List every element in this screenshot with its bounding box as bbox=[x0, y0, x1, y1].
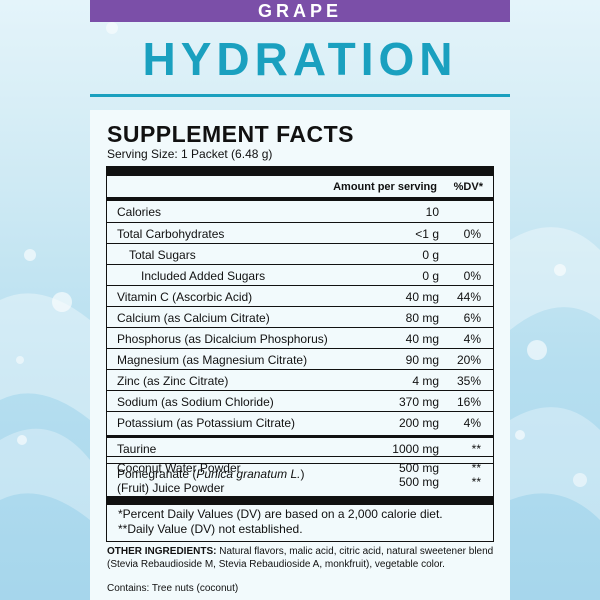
nutrient-dv: 4% bbox=[463, 416, 481, 430]
nutrient-amount: 1000 mg bbox=[392, 442, 439, 456]
nutrient-amount: 370 mg bbox=[398, 395, 439, 409]
nutrient-name: Calcium (as Calcium Citrate) bbox=[117, 311, 270, 325]
pomegranate-dv: ** bbox=[471, 475, 481, 489]
nutrient-name: Included Added Sugars bbox=[141, 269, 266, 283]
nutrient-name: Taurine bbox=[117, 442, 157, 456]
nutrient-dv: 44% bbox=[456, 290, 481, 304]
nutrient-amount: 4 mg bbox=[412, 374, 439, 388]
nutrient-dv: 0% bbox=[463, 269, 481, 283]
title-divider bbox=[90, 94, 510, 97]
pomegranate-line2: (Fruit) Juice Powder bbox=[117, 481, 225, 495]
table-row: Calcium (as Calcium Citrate) 80 mg 6% bbox=[107, 306, 493, 327]
pomegranate-amount: 500 mg bbox=[398, 475, 439, 489]
nutrient-amount: <1 g bbox=[415, 227, 439, 241]
table-row: Taurine 1000 mg ** bbox=[107, 435, 493, 456]
table-row: Vitamin C (Ascorbic Acid) 40 mg 44% bbox=[107, 285, 493, 306]
nutrient-amount: 0 g bbox=[422, 269, 439, 283]
nutrient-dv: 16% bbox=[456, 395, 481, 409]
nutrient-dv: 4% bbox=[463, 332, 481, 346]
other-ingredients: OTHER INGREDIENTS: Natural flavors, mali… bbox=[107, 545, 502, 571]
pomegranate-suffix: ) bbox=[300, 467, 305, 481]
product-title: HYDRATION bbox=[142, 33, 458, 85]
table-row-pomegranate: Pomegranate (Punica granatum L.) (Fruit)… bbox=[107, 463, 493, 499]
table-row: Phosphorus (as Dicalcium Phosphorus) 40 m… bbox=[107, 327, 493, 348]
pomegranate-prefix: Pomegranate ( bbox=[117, 467, 197, 481]
nutrient-name: Magnesium (as Magnesium Citrate) bbox=[117, 353, 308, 367]
nutrient-name: Potassium (as Potassium Citrate) bbox=[117, 416, 296, 430]
nutrient-dv: 0% bbox=[463, 227, 481, 241]
top-thick-rule bbox=[107, 167, 493, 176]
table-row: Calories 10 bbox=[107, 201, 493, 222]
nutrient-dv: ** bbox=[471, 461, 481, 475]
other-ingredients-text: Natural flavors, malic acid, citric acid… bbox=[107, 546, 494, 570]
table-row: Potassium (as Potassium Citrate) 200 mg 4% bbox=[107, 411, 493, 432]
dv-header: %DV* bbox=[453, 181, 483, 193]
bottom-thick-rule bbox=[107, 496, 493, 505]
nutrient-amount: 0 g bbox=[422, 248, 439, 262]
nutrient-name: Sodium (as Sodium Chloride) bbox=[117, 395, 274, 409]
table-row: Sodium (as Sodium Chloride) 370 mg 16% bbox=[107, 390, 493, 411]
nutrient-dv: 6% bbox=[463, 311, 481, 325]
nutrient-amount: 10 bbox=[425, 205, 439, 219]
amount-per-serving-header: Amount per serving bbox=[333, 181, 437, 193]
table-row: Zinc (as Zinc Citrate) 4 mg 35% bbox=[107, 369, 493, 390]
nutrient-dv: ** bbox=[471, 442, 481, 456]
nutrient-name: Coconut Water Powder bbox=[117, 461, 241, 475]
other-ingredients-label: OTHER INGREDIENTS: bbox=[107, 546, 217, 557]
flavor-banner: GRAPE bbox=[90, 0, 510, 22]
nutrient-name: Zinc (as Zinc Citrate) bbox=[117, 374, 229, 388]
nutrient-dv: 20% bbox=[456, 353, 481, 367]
footnote-dv: *Percent Daily Values (DV) are based on … bbox=[118, 507, 443, 521]
table-row: Total Sugars 0 g bbox=[107, 243, 493, 264]
table-row: Coconut Water Powder 500 mg ** bbox=[107, 456, 493, 477]
nutrient-amount: 40 mg bbox=[405, 290, 439, 304]
table-row: Included Added Sugars 0 g 0% bbox=[107, 264, 493, 285]
nutrient-name: Total Carbohydrates bbox=[117, 227, 225, 241]
serving-size: Serving Size: 1 Packet (6.48 g) bbox=[107, 147, 273, 161]
allergen-statement: Contains: Tree nuts (coconut) bbox=[107, 583, 239, 594]
nutrient-dv: 35% bbox=[456, 374, 481, 388]
nutrient-name: Total Sugars bbox=[129, 248, 196, 262]
header-thick-rule bbox=[107, 197, 493, 201]
nutrient-amount: 40 mg bbox=[405, 332, 439, 346]
nutrient-name: Phosphorus (as Dicalcium Phosphorus) bbox=[117, 332, 328, 346]
table-row: Magnesium (as Magnesium Citrate) 90 mg 20% bbox=[107, 348, 493, 369]
nutrient-name: Vitamin C (Ascorbic Acid) bbox=[117, 290, 253, 304]
nutrient-amount: 200 mg bbox=[398, 416, 439, 430]
pomegranate-latin-name: Punica granatum L. bbox=[196, 467, 301, 481]
label-panel bbox=[90, 110, 510, 600]
supplement-facts-table: Amount per serving %DV* Calories 10 Total … bbox=[106, 166, 494, 542]
supplement-facts-heading: SUPPLEMENT FACTS bbox=[107, 121, 354, 147]
nutrient-name: Calories bbox=[117, 205, 162, 219]
footnote-not-established: **Daily Value (DV) not established. bbox=[118, 522, 303, 536]
nutrient-amount: 90 mg bbox=[405, 353, 439, 367]
table-row: Total Carbohydrates <1 g 0% bbox=[107, 222, 493, 243]
nutrient-amount: 80 mg bbox=[405, 311, 439, 325]
nutrient-amount: 500 mg bbox=[398, 461, 439, 475]
